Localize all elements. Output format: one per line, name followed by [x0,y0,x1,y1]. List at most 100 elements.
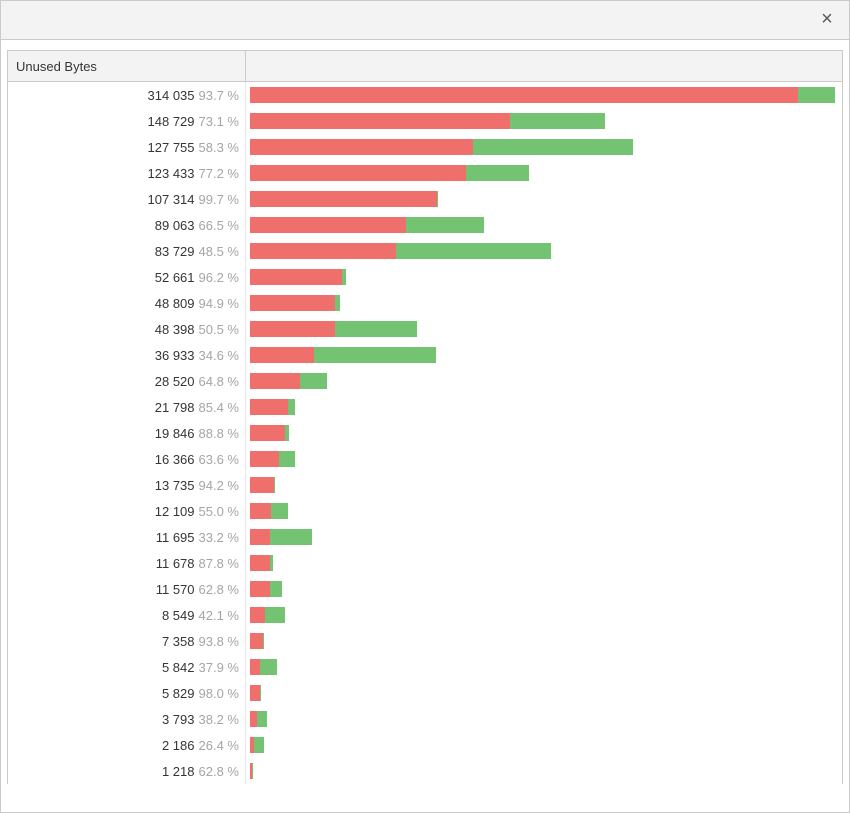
bar-cell [246,420,842,446]
bar-segment-used [270,581,282,597]
table-row[interactable]: 48 39850.5 % [8,316,842,342]
table-row[interactable]: 48 80994.9 % [8,290,842,316]
bar-segment-used [335,295,340,311]
table-row[interactable]: 127 75558.3 % [8,134,842,160]
table-row[interactable]: 2 18626.4 % [8,732,842,758]
table-row[interactable]: 5 84237.9 % [8,654,842,680]
bar-segment-unused [250,87,798,103]
bar-segment-used [271,503,288,519]
table-row[interactable]: 148 72973.1 % [8,108,842,134]
coverage-table: Unused Bytes 314 03593.7 %148 72973.1 %1… [7,50,843,784]
bytes-percent: 99.7 % [199,192,239,207]
bar-cell [246,316,842,342]
table-row[interactable]: 11 67887.8 % [8,550,842,576]
bytes-cell: 127 75558.3 % [8,134,246,160]
bar-segment-used [252,763,253,779]
table-row[interactable]: 83 72948.5 % [8,238,842,264]
coverage-bar [250,763,253,779]
table-header: Unused Bytes [8,51,842,82]
bytes-value: 11 570 [156,582,195,597]
bar-cell [246,368,842,394]
bar-segment-unused [250,373,300,389]
bytes-cell: 7 35893.8 % [8,628,246,654]
close-button[interactable]: × [815,7,839,31]
bytes-cell: 36 93334.6 % [8,342,246,368]
bar-cell [246,186,842,212]
bytes-cell: 5 84237.9 % [8,654,246,680]
table-row[interactable]: 89 06366.5 % [8,212,842,238]
bar-cell [246,680,842,706]
bar-cell [246,472,842,498]
bar-segment-used [260,659,277,675]
coverage-bar [250,399,295,415]
table-row[interactable]: 21 79885.4 % [8,394,842,420]
bytes-value: 52 661 [155,270,195,285]
bar-segment-unused [250,529,270,545]
table-row[interactable]: 36 93334.6 % [8,342,842,368]
coverage-bar [250,451,295,467]
bytes-cell: 148 72973.1 % [8,108,246,134]
coverage-bar [250,295,340,311]
bar-cell [246,212,842,238]
bar-segment-unused [250,607,265,623]
coverage-bar [250,529,312,545]
table-row[interactable]: 13 735 94.2 % [8,472,842,498]
bytes-percent: 93.8 % [199,634,239,649]
bar-segment-used [270,555,273,571]
bar-segment-unused [250,139,473,155]
bytes-value: 2 186 [162,738,195,753]
table-body: 314 03593.7 %148 72973.1 %127 75558.3 %1… [8,82,842,784]
bytes-value: 13 735 [155,478,195,493]
bytes-percent: 55.0 % [199,504,239,519]
table-row[interactable]: 11 69533.2 % [8,524,842,550]
bytes-percent: 38.2 % [199,712,239,727]
bar-segment-unused [250,503,271,519]
bar-segment-unused [250,347,314,363]
bar-cell [246,446,842,472]
bytes-cell: 2 18626.4 % [8,732,246,758]
bytes-cell: 52 66196.2 % [8,264,246,290]
table-row[interactable]: 52 66196.2 % [8,264,842,290]
bar-cell [246,394,842,420]
bytes-cell: 11 69533.2 % [8,524,246,550]
bytes-cell: 1 21862.8 % [8,758,246,784]
table-row[interactable]: 7 35893.8 % [8,628,842,654]
table-row[interactable]: 107 31499.7 % [8,186,842,212]
bar-cell [246,524,842,550]
coverage-bar [250,321,417,337]
table-row[interactable]: 11 57062.8 % [8,576,842,602]
bar-segment-unused [250,685,260,701]
table-row[interactable]: 314 03593.7 % [8,82,842,108]
bar-cell [246,550,842,576]
bytes-cell: 8 54942.1 % [8,602,246,628]
bytes-value: 5 842 [162,660,195,675]
bar-segment-used [274,477,275,493]
table-row[interactable]: 3 793 38.2 % [8,706,842,732]
coverage-bar [250,113,605,129]
table-row[interactable]: 19 84688.8 % [8,420,842,446]
bar-segment-unused [250,243,396,259]
bar-cell [246,654,842,680]
table-row[interactable]: 1 21862.8 % [8,758,842,784]
bytes-cell: 11 57062.8 % [8,576,246,602]
bytes-cell: 11 67887.8 % [8,550,246,576]
bytes-value: 123 433 [148,166,195,181]
bytes-cell: 48 39850.5 % [8,316,246,342]
table-row[interactable]: 8 54942.1 % [8,602,842,628]
column-header-unused-bytes[interactable]: Unused Bytes [8,51,246,81]
table-row[interactable]: 5 82998.0 % [8,680,842,706]
bytes-cell: 48 80994.9 % [8,290,246,316]
bar-cell [246,134,842,160]
bytes-value: 3 793 [162,712,195,727]
bar-cell [246,628,842,654]
bytes-value: 19 846 [155,426,195,441]
bar-segment-unused [250,269,342,285]
bytes-value: 11 678 [156,556,195,571]
coverage-bar [250,217,484,233]
table-row[interactable]: 16 36663.6 % [8,446,842,472]
table-row[interactable]: 28 52064.8 % [8,368,842,394]
bytes-percent: 94.2 % [199,478,239,493]
table-row[interactable]: 12 10955.0 % [8,498,842,524]
table-row[interactable]: 123 43377.2 % [8,160,842,186]
bytes-cell: 16 36663.6 % [8,446,246,472]
